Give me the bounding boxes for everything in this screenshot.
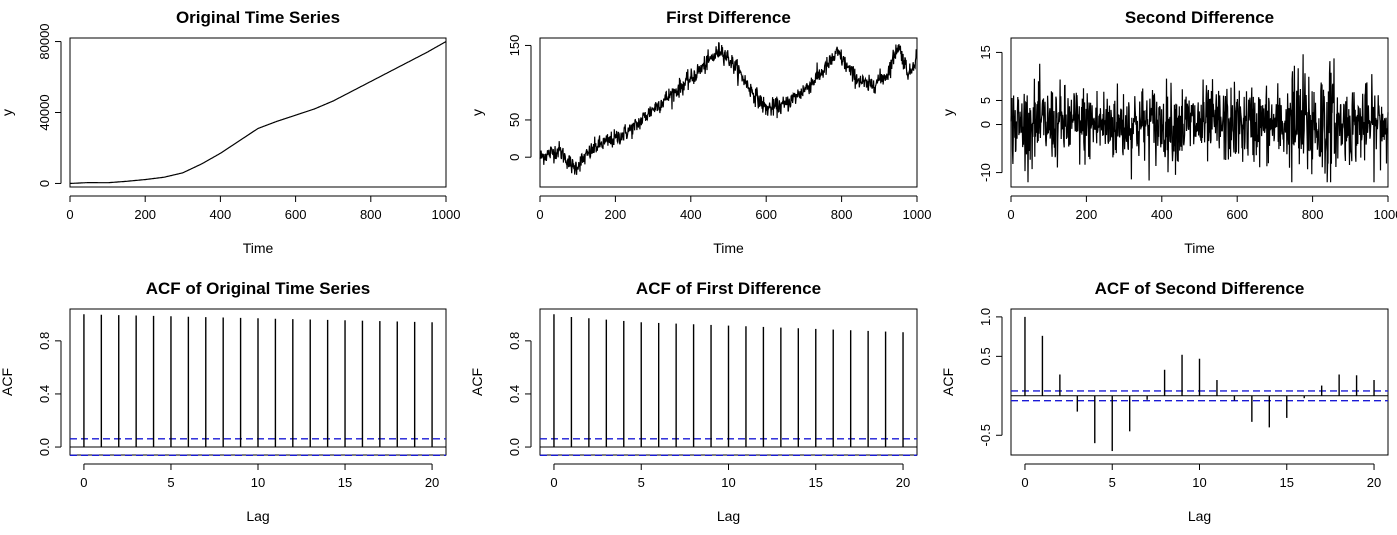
panel-5: ACF of Second Difference Lag ACF 0 5 10 15 20 -0… bbox=[940, 279, 1389, 524]
plot-frame bbox=[69, 37, 447, 188]
x-tick-label: 0 bbox=[1007, 207, 1014, 222]
series-line bbox=[539, 42, 918, 175]
y-tick-label: 0.4 bbox=[507, 385, 522, 403]
x-tick-label: 800 bbox=[1302, 207, 1324, 222]
x-axis-label: Time bbox=[243, 240, 274, 256]
x-axis-label: Lag bbox=[717, 508, 740, 524]
y-axis-label: ACF bbox=[940, 368, 956, 396]
chart-title: Second Difference bbox=[1125, 8, 1274, 27]
y-axis-label: y bbox=[0, 109, 15, 116]
x-tick-label: 600 bbox=[285, 207, 307, 222]
x-tick-label: 200 bbox=[134, 207, 156, 222]
x-tick-label: 400 bbox=[210, 207, 232, 222]
panel-3: ACF of Original Time Series Lag ACF 0 5 10 15 2… bbox=[0, 279, 447, 524]
y-tick-label: 80000 bbox=[37, 23, 52, 59]
y-axis-label: ACF bbox=[0, 368, 15, 396]
x-tick-label: 1000 bbox=[903, 207, 932, 222]
y-axis-label: ACF bbox=[469, 368, 485, 396]
x-tick-label: 400 bbox=[1151, 207, 1173, 222]
x-tick-label: 0 bbox=[80, 475, 87, 490]
x-tick-label: 0 bbox=[536, 207, 543, 222]
x-axis-label: Time bbox=[713, 240, 744, 256]
x-tick-label: 1000 bbox=[432, 207, 461, 222]
panel-1: First Difference Time y 0 200 400 600 800 1000 0 5… bbox=[469, 8, 931, 256]
x-tick-label: 0 bbox=[550, 475, 557, 490]
x-tick-label: 0 bbox=[1021, 475, 1028, 490]
y-axis-label: y bbox=[469, 109, 485, 116]
x-tick-label: 5 bbox=[638, 475, 645, 490]
x-tick-label: 1000 bbox=[1374, 207, 1397, 222]
y-axis-label: y bbox=[940, 109, 956, 116]
x-tick-label: 20 bbox=[425, 475, 439, 490]
x-tick-label: 0 bbox=[66, 207, 73, 222]
x-tick-label: 5 bbox=[1109, 475, 1116, 490]
y-tick-label: 0.4 bbox=[37, 385, 52, 403]
x-tick-label: 5 bbox=[167, 475, 174, 490]
y-tick-label: 0.5 bbox=[978, 347, 993, 365]
chart-title: ACF of Original Time Series bbox=[146, 279, 371, 298]
chart-title: ACF of Second Difference bbox=[1095, 279, 1305, 298]
x-tick-label: 800 bbox=[360, 207, 382, 222]
y-tick-label: -10 bbox=[978, 163, 993, 182]
y-tick-label: 0 bbox=[978, 121, 993, 128]
y-tick-label: 150 bbox=[507, 35, 522, 57]
y-tick-label: 0.8 bbox=[507, 332, 522, 350]
y-tick-label: 0.8 bbox=[37, 332, 52, 350]
plot-frame bbox=[1010, 308, 1389, 456]
chart-title: Original Time Series bbox=[176, 8, 340, 27]
x-tick-label: 20 bbox=[896, 475, 910, 490]
x-tick-label: 200 bbox=[1076, 207, 1098, 222]
y-tick-label: 0 bbox=[37, 180, 52, 187]
x-tick-label: 15 bbox=[338, 475, 352, 490]
x-tick-label: 400 bbox=[680, 207, 702, 222]
x-tick-label: 200 bbox=[605, 207, 627, 222]
x-tick-label: 20 bbox=[1367, 475, 1381, 490]
series-line bbox=[69, 41, 447, 185]
y-tick-label: 0.0 bbox=[37, 438, 52, 456]
y-tick-label: 5 bbox=[978, 97, 993, 104]
panel-2: Second Difference Time y 0 200 400 600 800 1000 -… bbox=[940, 8, 1397, 256]
x-axis-label: Lag bbox=[246, 508, 269, 524]
series-line bbox=[1010, 54, 1389, 183]
x-tick-label: 10 bbox=[721, 475, 735, 490]
x-axis-label: Time bbox=[1184, 240, 1215, 256]
x-tick-label: 15 bbox=[1280, 475, 1294, 490]
x-axis-label: Lag bbox=[1188, 508, 1211, 524]
plot-frame bbox=[539, 37, 918, 188]
panel-4: ACF of First Difference Lag ACF 0 5 10 15 20 0.0… bbox=[469, 279, 918, 524]
x-tick-label: 10 bbox=[1192, 475, 1206, 490]
y-tick-label: 0.0 bbox=[507, 438, 522, 456]
x-tick-label: 600 bbox=[755, 207, 777, 222]
x-tick-label: 15 bbox=[809, 475, 823, 490]
x-tick-label: 600 bbox=[1226, 207, 1248, 222]
chart-title: First Difference bbox=[666, 8, 791, 27]
x-tick-label: 10 bbox=[251, 475, 265, 490]
y-tick-label: 40000 bbox=[37, 94, 52, 130]
y-tick-label: -0.5 bbox=[978, 424, 993, 446]
y-tick-label: 0 bbox=[507, 154, 522, 161]
y-tick-label: 1.0 bbox=[978, 308, 993, 326]
panel-0: Original Time Series Time y 0 200 400 600 800 10… bbox=[0, 8, 460, 256]
chart-title: ACF of First Difference bbox=[636, 279, 821, 298]
y-tick-label: 15 bbox=[978, 45, 993, 59]
y-tick-label: 50 bbox=[507, 113, 522, 127]
x-tick-label: 800 bbox=[831, 207, 853, 222]
